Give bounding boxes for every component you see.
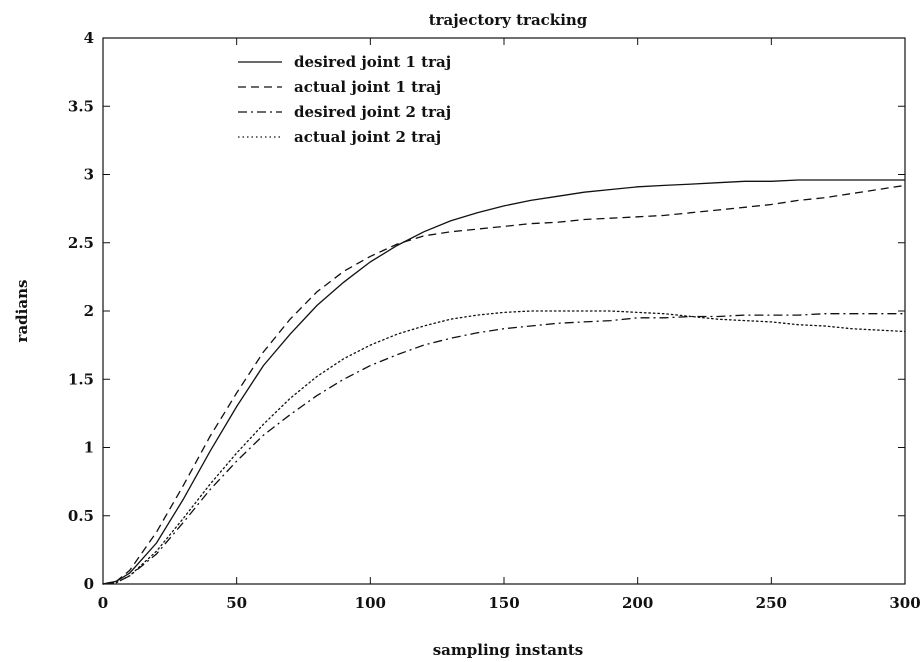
x-tick-label: 200 [622, 594, 653, 612]
x-tick-label: 300 [889, 594, 920, 612]
chart-title: trajectory tracking [429, 11, 588, 29]
series-line-2 [102, 184, 906, 585]
axis-ticks: 0 50 100 150 200 250 300 0 0.5 1 1.5 2 2.5 3 3.5 4 [68, 29, 921, 612]
y-tick-label: 2.5 [68, 234, 94, 252]
y-tick-label: 0.5 [68, 507, 94, 525]
series-line-4 [102, 310, 906, 585]
series-layer [102, 179, 906, 585]
series-line-1 [102, 179, 905, 585]
x-tick-label: 100 [355, 594, 386, 612]
legend-label-3: desired joint 2 traj [294, 103, 451, 121]
x-tick-label: 0 [98, 594, 108, 612]
x-tick-label: 150 [488, 594, 519, 612]
y-tick-label: 0 [84, 575, 94, 593]
x-tick-label: 250 [756, 594, 787, 612]
x-tick-label: 50 [226, 594, 247, 612]
y-axis-label: radians [13, 280, 31, 343]
y-tick-label: 1 [84, 439, 94, 457]
legend-label-2: actual joint 1 traj [294, 78, 441, 96]
legend: desired joint 1 traj actual joint 1 traj d… [238, 53, 451, 146]
plot-frame [102, 37, 906, 585]
y-tick-label: 3 [84, 166, 94, 184]
y-tick-label: 3.5 [68, 97, 94, 115]
y-tick-label: 2 [84, 302, 94, 320]
x-axis-label: sampling instants [433, 641, 584, 659]
legend-label-1: desired joint 1 traj [294, 53, 451, 71]
series-line-3 [102, 313, 905, 585]
legend-label-4: actual joint 2 traj [294, 128, 441, 146]
y-tick-label: 4 [84, 29, 94, 47]
y-tick-label: 1.5 [68, 370, 94, 388]
